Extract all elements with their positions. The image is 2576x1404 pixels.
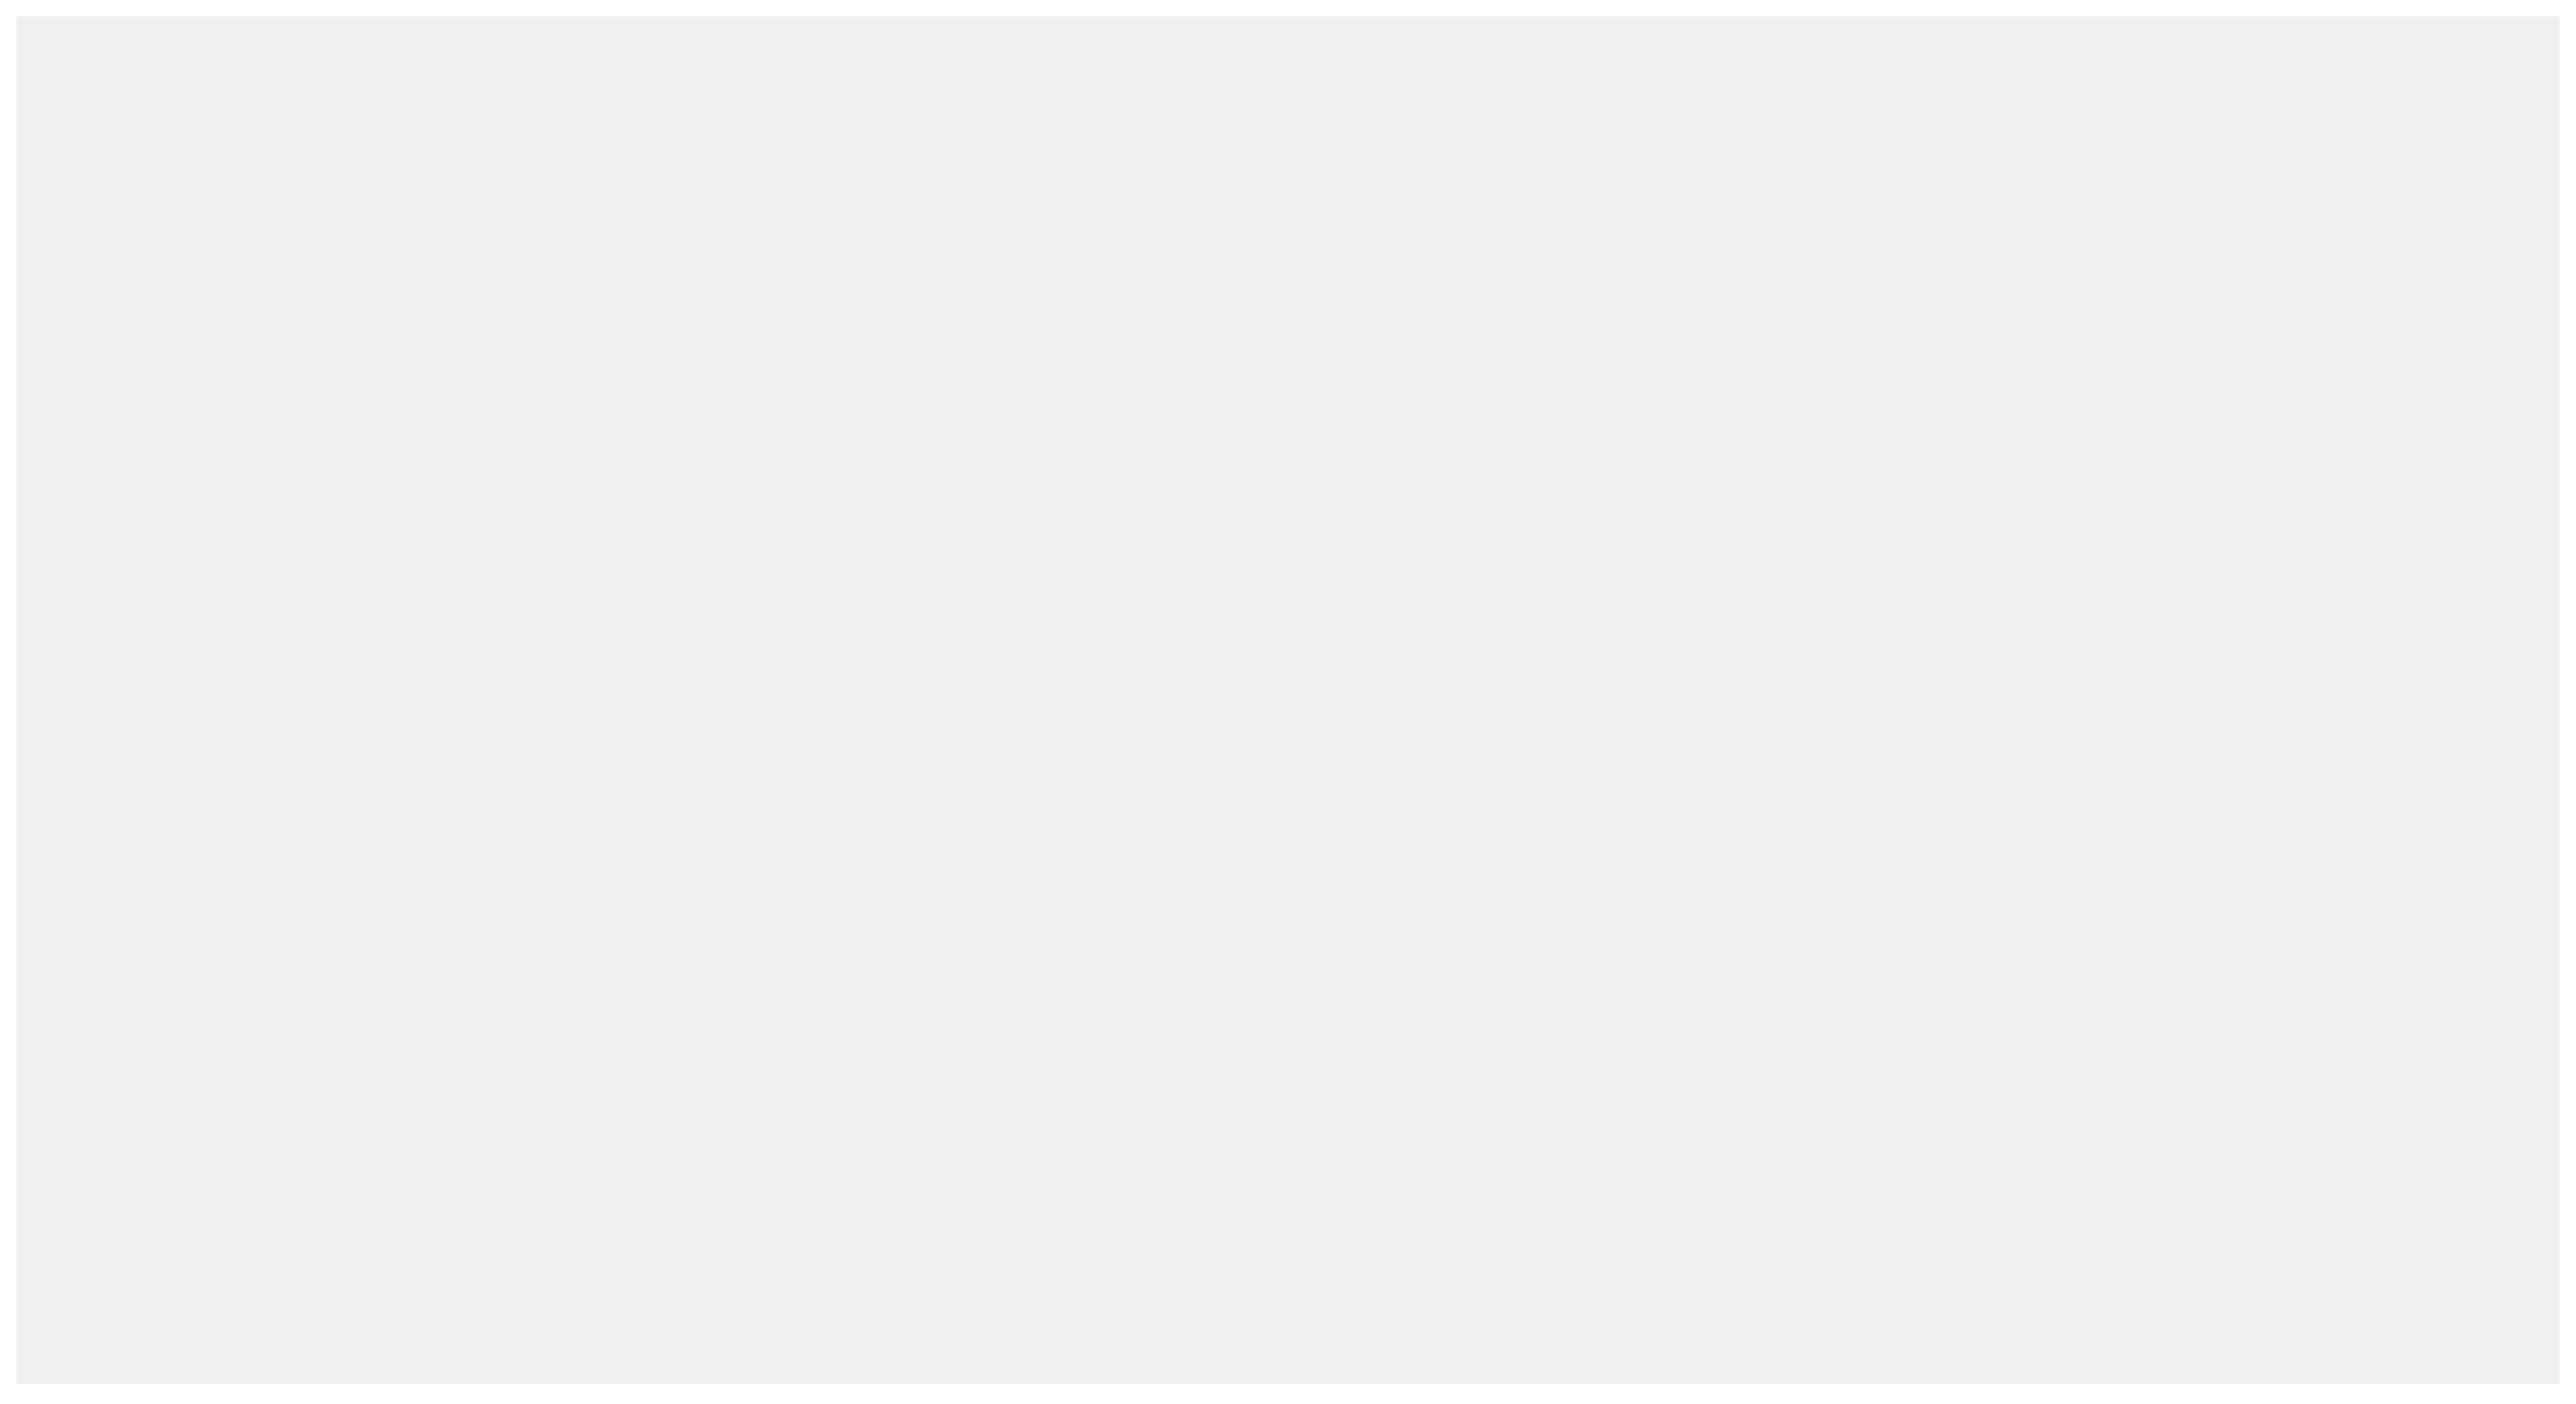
figure-background bbox=[16, 16, 2560, 1384]
